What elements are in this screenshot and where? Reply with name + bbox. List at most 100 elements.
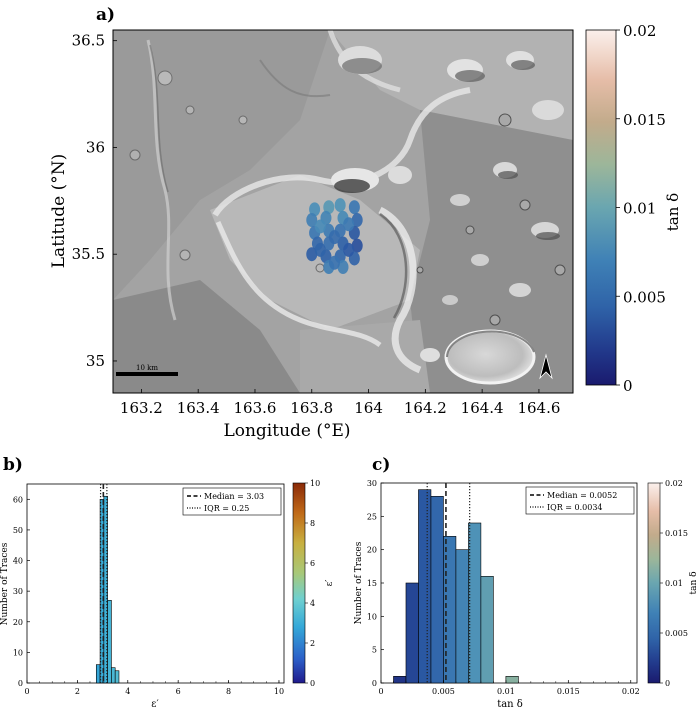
panel-b-colorbar-tick-label: 0 — [310, 679, 315, 688]
panel-b-bar — [107, 600, 112, 684]
panel-b-histogram — [95, 484, 120, 684]
panel-c-axes: 0 0.005 0.01 0.015 0.02 0 5 10 15 20 25 30 — [367, 479, 640, 696]
scale-bar-label: 10 km — [136, 364, 158, 372]
panel-a: a) — [49, 5, 682, 441]
panel-c-ytick-label: 25 — [367, 512, 377, 521]
panel-c-colorbar-tick-label: 0.015 — [665, 529, 688, 538]
panel-b-xtick-label: 8 — [226, 687, 231, 696]
radar-track-points — [306, 198, 363, 275]
panel-b-xtick-label: 0 — [24, 687, 29, 696]
panel-c-bar — [505, 676, 519, 684]
panel-c-colorbar-tick-label: 0 — [665, 679, 670, 688]
panel-a-ytick-label: 36.5 — [72, 32, 105, 50]
panel-b-ytick-label: 60 — [13, 495, 23, 504]
panel-b-colorbar-tick-label: 10 — [310, 479, 320, 488]
panel-a-colorbar-tick-label: 0.01 — [623, 200, 656, 218]
panel-a-xtick-label: 163.8 — [290, 399, 333, 417]
panel-c-ytick-label: 0 — [372, 679, 377, 688]
track-point — [306, 247, 318, 262]
panel-c-ytick-label: 10 — [367, 612, 377, 621]
panel-a-xtick-label: 163.2 — [120, 399, 163, 417]
panel-b-ytick-label: 40 — [13, 557, 23, 566]
panel-a-ylabel: Latitude (°N) — [49, 154, 69, 268]
panel-a-xtick-label: 164.4 — [461, 399, 504, 417]
panel-c-bar — [455, 549, 469, 684]
panel-b-bar — [111, 667, 116, 684]
panel-b-colorbar-tick-label: 6 — [310, 559, 315, 568]
panel-c-bar — [405, 582, 419, 684]
panel-a-xtick-label: 164 — [354, 399, 383, 417]
panel-c-colorbar-ticks: 0 0.005 0.01 0.015 0.02 — [660, 479, 688, 688]
track-point — [334, 198, 346, 213]
panel-b-ytick-label: 0 — [18, 679, 23, 688]
track-point — [343, 217, 355, 232]
panel-c-bar — [468, 522, 482, 684]
panel-b-colorbar-tick-label: 4 — [310, 599, 315, 608]
panel-c-xtick-label: 0 — [378, 687, 383, 696]
panel-c-histogram — [393, 483, 519, 684]
panel-b-colorbar-tick-label: 2 — [310, 639, 315, 648]
panel-c-xlabel: tan δ — [497, 699, 523, 709]
panel-c-colorbar-tick-label: 0.02 — [665, 479, 683, 488]
panel-c-legend-median: Median = 0.0052 — [547, 491, 617, 500]
panel-a-ytick-label: 35 — [86, 352, 105, 370]
scale-bar: 10 km — [116, 364, 178, 376]
panel-a-colorbar-tick-label: 0.015 — [623, 111, 666, 129]
panel-b-bar — [114, 670, 120, 684]
panel-b-label: b) — [3, 455, 23, 475]
panel-c-xtick-label: 0.01 — [497, 687, 515, 696]
panel-b-plot-area — [26, 483, 285, 684]
panel-b-xtick-label: 10 — [274, 687, 284, 696]
track-point — [351, 238, 363, 253]
panel-c-ytick-label: 30 — [367, 479, 377, 488]
panel-a-xtick-label: 163.4 — [177, 399, 220, 417]
panel-c-ytick-label: 20 — [367, 546, 377, 555]
panel-a-ytick-label: 35.5 — [72, 245, 105, 263]
panel-a-xtick-label: 163.6 — [233, 399, 276, 417]
panel-b-axes: 0 2 4 6 8 10 0 10 20 30 40 50 60 — [13, 495, 284, 696]
panel-c-colorbar-label: tan δ — [689, 571, 699, 594]
panel-a-xtick-label: 164.6 — [517, 399, 560, 417]
panel-b-colorbar — [292, 482, 306, 684]
panel-c-ytick-label: 15 — [367, 579, 377, 588]
panel-b-ytick-label: 30 — [13, 587, 23, 596]
track-point — [323, 200, 335, 215]
track-point — [314, 242, 326, 257]
panel-c-xtick-label: 0.015 — [557, 687, 580, 696]
panel-b-xtick-label: 4 — [125, 687, 130, 696]
panel-c-xtick-label: 0.005 — [432, 687, 455, 696]
panel-b-colorbar-ticks: 0 2 4 6 8 10 — [305, 479, 320, 688]
panel-c-legend: Median = 0.0052 IQR = 0.0034 — [525, 486, 635, 515]
panel-c-bar — [418, 489, 432, 684]
panel-a-colorbar — [585, 29, 617, 386]
panel-b-legend-median: Median = 3.03 — [204, 492, 264, 501]
panel-c-ytick-label: 5 — [372, 646, 377, 655]
panel-b-legend: Median = 3.03 IQR = 0.25 — [182, 487, 282, 516]
track-point — [337, 260, 349, 275]
track-point — [328, 255, 340, 270]
panel-c-colorbar-tick-label: 0.005 — [665, 629, 688, 638]
panel-a-colorbar-tick-label: 0 — [623, 377, 633, 395]
panel-a-axes: 163.2 163.4 163.6 163.8 164 164.2 164.4 164.6 35… — [72, 32, 561, 417]
panel-a-colorbar-tick-label: 0.02 — [623, 22, 656, 40]
panel-a-xtick-label: 164.2 — [404, 399, 447, 417]
panel-c-legend-iqr: IQR = 0.0034 — [547, 503, 603, 512]
track-point — [328, 230, 340, 245]
panel-c-xtick-label: 0.02 — [622, 687, 640, 696]
panel-a-colorbar-label: tan δ — [664, 193, 682, 231]
panel-b-ytick-label: 50 — [13, 526, 23, 535]
panel-c-colorbar — [647, 482, 661, 684]
track-point — [314, 219, 326, 234]
panel-c-bar — [393, 676, 407, 684]
panel-a-colorbar-ticks: 0 0.005 0.01 0.015 0.02 — [616, 22, 666, 395]
panel-c-bar — [480, 576, 494, 684]
panel-a-ytick-label: 36 — [86, 138, 105, 156]
panel-c-label: c) — [372, 455, 390, 475]
panel-b-ytick-label: 20 — [13, 618, 23, 627]
panel-b-ylabel: Number of Traces — [0, 542, 10, 625]
panel-b-colorbar-label: ε′ — [325, 580, 335, 587]
panel-b-ytick-label: 10 — [13, 648, 23, 657]
panel-b-legend-iqr: IQR = 0.25 — [204, 504, 249, 513]
